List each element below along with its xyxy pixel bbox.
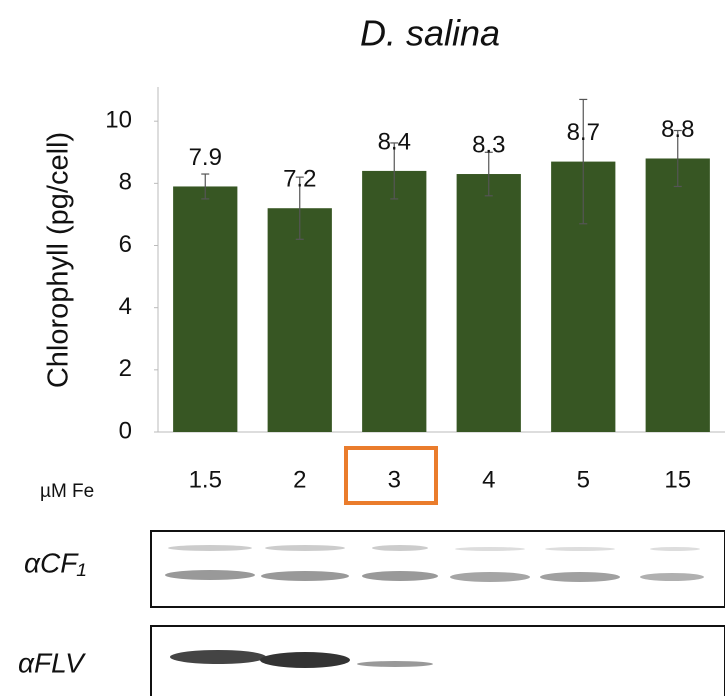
y-tick-label: 2 [119,355,132,382]
band [260,652,350,668]
chart: D. salina Chlorophyll (pg/cell) µM Fe αC… [0,0,725,696]
bar [646,158,710,432]
x-tick-label: 1.5 [189,466,222,493]
bar [173,186,237,432]
value-label: 8.4 [378,128,411,155]
y-tick-label: 6 [119,231,132,258]
blot-cf1: αCF₁ [24,531,725,607]
bar [362,171,426,432]
value-label: 8.8 [661,116,694,143]
value-label: 8.3 [472,131,505,158]
value-label: 7.9 [189,144,222,171]
blot-frame [151,531,725,607]
band [357,661,433,667]
chart-title: D. salina [360,13,500,54]
y-tick-label: 10 [105,107,132,134]
page: D. salina Chlorophyll (pg/cell) µM Fe αC… [0,0,725,696]
x-tick-label: 5 [577,466,590,493]
x-tick-label: 4 [482,466,495,493]
band [170,650,266,664]
value-label: 7.2 [283,166,316,193]
y-axis-label: Chlorophyll (pg/cell) [43,132,75,388]
bar [268,208,332,432]
x-axis-label: µM Fe [40,481,94,502]
y-tick-label: 4 [119,293,132,320]
blot-label: αFLV [18,647,86,678]
x-tick-label: 15 [664,466,691,493]
y-tick-label: 0 [119,417,132,444]
x-tick-label: 2 [293,466,306,493]
y-tick-label: 8 [119,169,132,196]
value-label: 8.7 [567,119,600,146]
blot-label: αCF₁ [24,547,86,578]
x-tick-label: 3 [388,466,401,493]
blot-flv: αFLV [18,626,725,696]
bar [457,174,521,432]
